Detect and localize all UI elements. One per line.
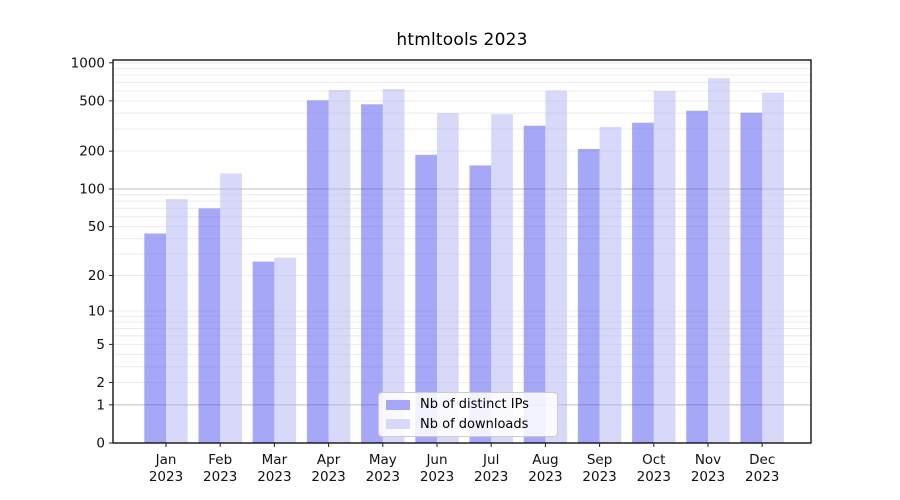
x-tick-label-year: 2023	[420, 469, 454, 485]
bar-distinct-ips-jan	[144, 233, 166, 443]
legend: Nb of distinct IPs Nb of downloads	[378, 392, 558, 437]
x-tick-label-year: 2023	[366, 469, 400, 485]
x-tick-label-month: Jan	[155, 452, 177, 468]
x-tick-label-month: May	[369, 452, 397, 468]
bar-distinct-ips-aug	[523, 125, 546, 443]
bar-downloads-may	[382, 89, 405, 443]
bar-distinct-ips-dec	[740, 112, 763, 443]
x-tick-label-year: 2023	[637, 469, 671, 485]
x-tick-label-month: Sep	[587, 452, 612, 468]
x-tick-label-month: Dec	[749, 452, 775, 468]
bar-downloads-dec	[762, 92, 784, 443]
plot-border	[112, 59, 812, 444]
x-tick-label-year: 2023	[149, 469, 183, 485]
x-tick-label-month: Jun	[425, 452, 447, 468]
legend-swatch-downloads	[386, 419, 410, 430]
x-tick-label-year: 2023	[203, 469, 237, 485]
bar-distinct-ips-oct	[632, 122, 654, 444]
bar-downloads-mar	[274, 257, 297, 443]
bar-distinct-ips-may	[361, 104, 383, 443]
x-tick-label-month: Mar	[262, 452, 288, 468]
x-tick-label-month: Jul	[482, 452, 499, 468]
y-tick-label: 1	[96, 397, 105, 413]
bar-downloads-sep	[599, 126, 622, 444]
x-tick-label-year: 2023	[257, 469, 291, 485]
bar-distinct-ips-apr	[306, 100, 329, 444]
bar-downloads-apr	[328, 89, 351, 444]
legend-item-distinct-ips: Nb of distinct IPs	[386, 396, 549, 413]
y-tick-label: 20	[88, 268, 105, 284]
y-tick-label: 10	[88, 304, 105, 320]
legend-swatch-distinct-ips	[386, 399, 410, 410]
y-tick-label: 50	[88, 219, 105, 235]
x-tick-label-month: Feb	[208, 452, 232, 468]
y-tick-label: 5	[96, 337, 105, 353]
x-tick-label-year: 2023	[474, 469, 508, 485]
x-tick-label-year: 2023	[691, 469, 725, 485]
y-tick-label: 0	[96, 436, 105, 452]
bar-downloads-jul	[491, 114, 513, 443]
legend-label-distinct-ips: Nb of distinct IPs	[420, 397, 529, 413]
y-tick-label: 200	[79, 144, 105, 160]
bar-distinct-ips-feb	[198, 208, 221, 443]
bar-downloads-oct	[653, 91, 676, 444]
bar-distinct-ips-jul	[469, 165, 492, 444]
legend-label-downloads: Nb of downloads	[420, 416, 529, 432]
y-tick-label: 500	[79, 93, 105, 109]
bar-distinct-ips-sep	[577, 148, 600, 444]
bar-distinct-ips-nov	[686, 110, 708, 444]
x-tick-label-month: Aug	[532, 452, 558, 468]
x-tick-label-month: Oct	[642, 452, 665, 468]
x-tick-label-year: 2023	[311, 469, 345, 485]
x-tick-label-year: 2023	[745, 469, 779, 485]
legend-item-downloads: Nb of downloads	[386, 416, 549, 433]
x-tick-label-year: 2023	[528, 469, 562, 485]
bar-downloads-jan	[166, 199, 188, 443]
bar-downloads-nov	[708, 78, 730, 443]
x-tick-label-month: Apr	[317, 452, 341, 468]
x-tick-label-month: Nov	[695, 452, 721, 468]
bar-distinct-ips-mar	[252, 261, 275, 443]
y-tick-label: 100	[79, 182, 105, 198]
x-tick-label-year: 2023	[582, 469, 616, 485]
bar-downloads-jun	[437, 113, 459, 443]
y-tick-label: 1000	[71, 55, 105, 71]
bar-downloads-aug	[545, 90, 568, 443]
y-tick-label: 2	[96, 375, 105, 391]
chart-title: htmltools 2023	[396, 30, 528, 50]
bar-downloads-feb	[220, 173, 242, 443]
bar-distinct-ips-jun	[415, 154, 437, 443]
